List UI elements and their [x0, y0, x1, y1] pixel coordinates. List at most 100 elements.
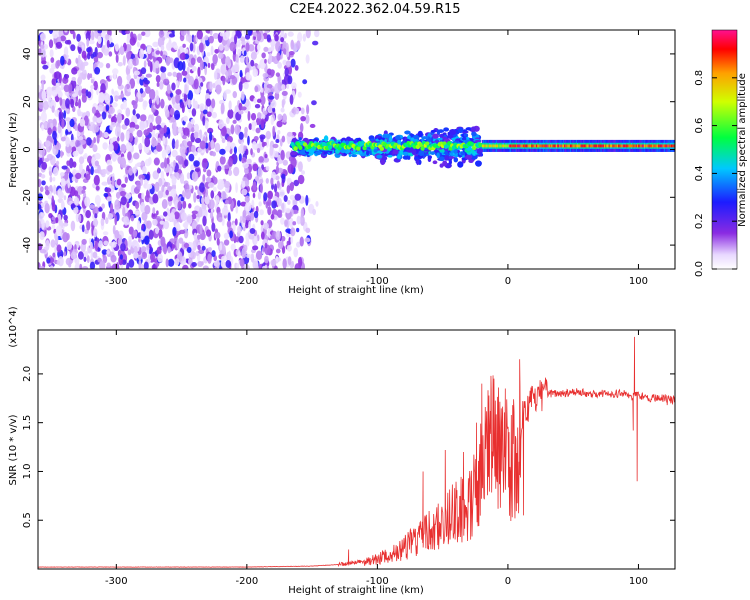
heatmap-cell — [149, 122, 154, 133]
heatmap-cell — [105, 62, 111, 69]
heatmap-cell — [228, 100, 232, 111]
heatmap-cell — [579, 144, 582, 148]
heatmap-cell — [82, 69, 87, 74]
heatmap-cell — [158, 177, 163, 187]
heatmap-cell — [180, 212, 187, 222]
heatmap-cell — [123, 216, 130, 226]
heatmap-cell — [572, 144, 575, 148]
heatmap-cell — [103, 240, 109, 246]
heatmap-cell — [262, 110, 268, 116]
heatmap-cell — [284, 32, 287, 39]
heatmap-cell — [85, 137, 92, 146]
heatmap-cell — [132, 229, 138, 238]
heatmap-cell — [60, 178, 66, 187]
heatmap-cell — [468, 159, 474, 163]
heatmap-cell — [258, 201, 262, 207]
heatmap-cell — [151, 51, 155, 57]
heatmap-cell — [169, 92, 174, 98]
heatmap-cell — [186, 246, 192, 253]
heatmap-cell — [283, 195, 288, 203]
heatmap-cell — [312, 208, 317, 216]
heatmap-cell — [258, 156, 264, 163]
heatmap-cell — [620, 144, 623, 148]
snr-frame — [37, 329, 676, 570]
heatmap-cell — [70, 251, 77, 260]
heatmap-cell — [76, 146, 83, 152]
heatmap-cell — [245, 55, 249, 65]
heatmap-cell — [266, 84, 273, 89]
heatmap-cell — [39, 248, 47, 254]
heatmap-cell — [481, 144, 484, 148]
heatmap-cell — [240, 106, 247, 111]
heatmap-cell — [300, 115, 306, 122]
heatmap-cell — [421, 136, 429, 140]
heatmap-cell — [114, 43, 120, 52]
heatmap-cell — [491, 144, 494, 148]
heatmap-cell — [140, 161, 145, 166]
heatmap-cell — [668, 144, 671, 148]
heatmap-cell — [565, 144, 568, 148]
heatmap-cell — [114, 95, 119, 102]
heatmap-cell — [224, 145, 231, 152]
spectrogram-y-ticks: -40 -20 0 20 40 — [22, 48, 675, 253]
heatmap-cell — [432, 133, 439, 139]
heatmap-cell — [631, 144, 634, 148]
heatmap-cell — [64, 74, 70, 79]
heatmap-cell — [72, 31, 76, 40]
heatmap-cell — [102, 142, 108, 150]
heatmap-cell — [417, 130, 423, 137]
heatmap-cell — [217, 165, 222, 172]
heatmap-cell — [227, 109, 234, 119]
heatmap-cell — [190, 118, 196, 125]
heatmap-cell — [219, 155, 226, 165]
heatmap-cell — [40, 202, 46, 208]
heatmap-cell — [215, 231, 221, 239]
heatmap-cell — [225, 259, 232, 268]
heatmap-cell — [136, 129, 143, 138]
heatmap-cell — [210, 45, 214, 56]
heatmap-cell — [643, 144, 646, 148]
heatmap-cell — [540, 144, 543, 148]
heatmap-cell — [84, 196, 91, 207]
heatmap-cell — [291, 260, 294, 268]
heatmap-cell — [155, 50, 161, 55]
heatmap-cell — [175, 155, 182, 162]
heatmap-cell — [229, 230, 233, 239]
heatmap-cell — [136, 181, 141, 190]
heatmap-cell — [139, 48, 145, 59]
heatmap-cell — [160, 44, 165, 51]
heatmap-cell — [60, 136, 66, 142]
heatmap-cell — [302, 142, 308, 147]
heatmap-cell — [111, 152, 117, 162]
heatmap-cell — [46, 257, 51, 264]
heatmap-cell — [288, 156, 293, 162]
heatmap-cell — [230, 243, 236, 251]
heatmap-cell — [265, 130, 271, 140]
heatmap-cell — [667, 144, 670, 148]
heatmap-cell — [273, 150, 279, 158]
colorbar: 0.0 0.2 0.4 0.6 0.8 Normalized spectral ampl… — [694, 29, 748, 277]
heatmap-cell — [152, 218, 158, 226]
heatmap-cell — [160, 98, 165, 109]
heatmap-cell — [38, 101, 45, 110]
heatmap-cell — [47, 127, 53, 135]
heatmap-cell — [299, 236, 304, 247]
heatmap-cell — [225, 199, 229, 204]
heatmap-cell — [524, 144, 527, 148]
heatmap-cell — [60, 150, 63, 158]
heatmap-cell — [70, 220, 76, 232]
heatmap-cell — [305, 194, 309, 206]
heatmap-cell — [457, 161, 464, 168]
heatmap-cell — [194, 168, 200, 173]
heatmap-cell — [196, 194, 200, 199]
heatmap-cell — [389, 136, 393, 143]
heatmap-cell — [661, 144, 664, 148]
heatmap-cell — [256, 147, 261, 153]
heatmap-cell — [116, 112, 123, 124]
heatmap-cell — [48, 39, 54, 49]
heatmap-cell — [227, 38, 231, 48]
heatmap-cell — [182, 264, 189, 269]
heatmap-cell — [263, 46, 269, 52]
heatmap-cell — [145, 173, 150, 181]
snr-plot-area — [38, 330, 675, 569]
